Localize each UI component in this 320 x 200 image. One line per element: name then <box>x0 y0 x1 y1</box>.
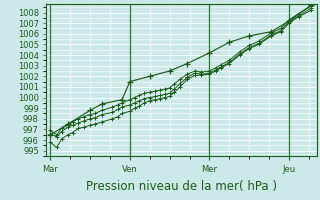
X-axis label: Pression niveau de la mer( hPa ): Pression niveau de la mer( hPa ) <box>86 180 277 193</box>
